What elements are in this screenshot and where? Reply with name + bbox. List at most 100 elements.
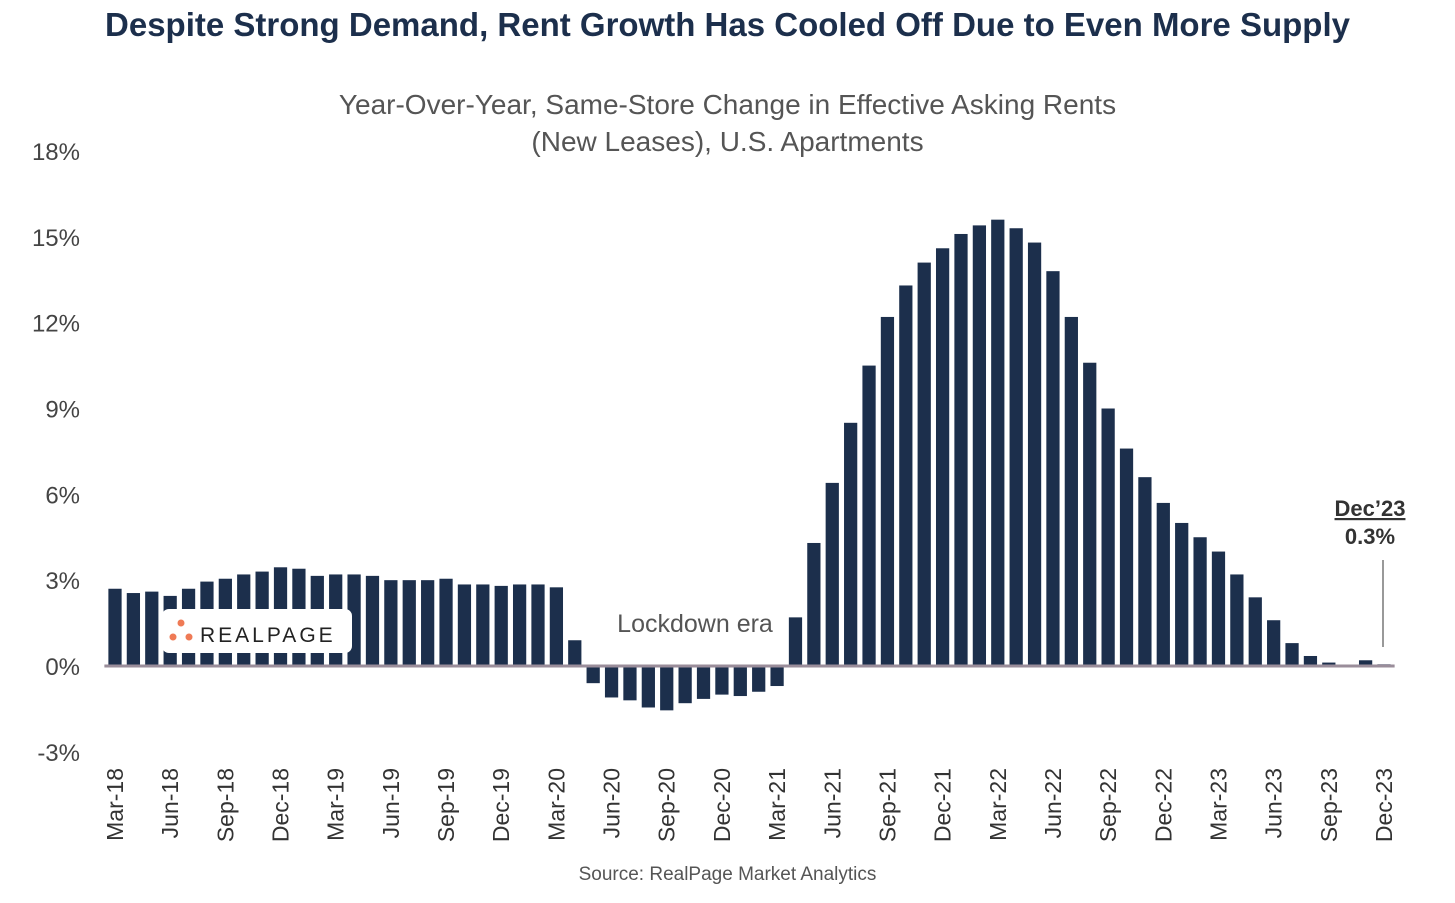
bar-Mar-22 (991, 219, 1005, 666)
bar-Oct-21 (899, 285, 913, 666)
bar-Aug-22 (1083, 362, 1097, 666)
bar-Nov-19 (476, 584, 490, 666)
y-tick-label: 9% (45, 397, 80, 424)
y-tick-label: 6% (45, 482, 80, 509)
bar-Aug-23 (1303, 655, 1318, 666)
bar-Dec-21 (935, 248, 950, 666)
bar-Nov-20 (696, 666, 711, 699)
bar-Jun-19 (384, 580, 398, 666)
callout-value: 0.3% (1345, 524, 1395, 549)
x-tick-label: Mar-23 (1205, 768, 1231, 841)
bar-Jun-21 (825, 482, 839, 666)
bar-Nov-22 (1138, 477, 1152, 666)
x-tick-label: Dec-20 (709, 768, 735, 842)
y-tick-label: 15% (32, 225, 80, 252)
x-tick-label: Sep-22 (1095, 768, 1121, 842)
source-note: Source: RealPage Market Analytics (578, 864, 877, 885)
bar-Jan-21 (733, 666, 747, 697)
bar-Nov-21 (917, 262, 931, 666)
bar-Feb-23 (1193, 537, 1207, 666)
y-tick-label: 3% (45, 568, 80, 595)
x-tick-label: Jun-22 (1040, 768, 1066, 838)
x-tick-label: Mar-19 (323, 768, 349, 841)
x-tick-label: Sep-18 (212, 768, 238, 842)
bar-Mar-21 (770, 666, 784, 687)
y-tick-label: 0% (45, 654, 80, 681)
bar-Jul-19 (402, 580, 416, 666)
bar-Oct-20 (678, 666, 692, 704)
bar-Apr-18 (126, 593, 141, 666)
bar-Apr-20 (568, 640, 582, 666)
x-tick-label: Dec-21 (930, 768, 956, 842)
bar-Sep-20 (660, 666, 674, 711)
bar-Sep-21 (880, 316, 895, 666)
x-tick-label: Mar-18 (102, 768, 128, 841)
realpage-logo: REALPAGE (162, 609, 352, 653)
bar-Jan-22 (954, 233, 968, 666)
bar-Aug-19 (421, 580, 435, 666)
bar-Apr-23 (1230, 574, 1244, 666)
x-tick-label: Sep-19 (433, 768, 459, 842)
y-tick-label: 12% (32, 311, 80, 338)
bars (108, 219, 1391, 711)
y-tick-label: -3% (37, 740, 80, 767)
callout-month: Dec’23 (1335, 496, 1406, 521)
chart-title: Despite Strong Demand, Rent Growth Has C… (105, 6, 1350, 43)
bar-Jul-23 (1285, 643, 1299, 666)
bar-Jul-22 (1064, 316, 1078, 666)
logo-text: REALPAGE (200, 624, 336, 647)
x-tick-label: Sep-23 (1316, 768, 1342, 842)
x-tick-label: Dec-18 (268, 768, 294, 842)
x-tick-label: Dec-23 (1371, 768, 1397, 842)
bar-Apr-22 (1009, 228, 1023, 666)
bar-Jun-20 (604, 666, 619, 698)
bar-Jan-23 (1175, 522, 1189, 666)
bar-Aug-21 (862, 365, 876, 666)
subtitle-line-1: Year-Over-Year, Same-Store Change in Eff… (338, 89, 1117, 120)
x-tick-label: Dec-19 (488, 768, 514, 842)
y-axis: -3% 0% 3% 6% 9% 12% 15% 18% (32, 139, 80, 767)
bar-Mar-18 (108, 588, 122, 666)
x-tick-label: Sep-21 (874, 768, 900, 842)
x-axis: Mar-18 Jun-18 Sep-18 Dec-18 Mar-19 Jun-19 Sep-… (102, 768, 1397, 842)
bar-Dec-22 (1156, 502, 1170, 666)
x-tick-label: Mar-21 (764, 768, 790, 841)
bar-Dec-19 (494, 585, 508, 666)
bar-Aug-20 (641, 666, 655, 708)
dec23-callout: Dec’23 0.3% (1335, 496, 1406, 647)
bar-Jan-20 (512, 584, 527, 666)
bar-Jun-23 (1267, 620, 1281, 666)
bar-May-18 (145, 591, 159, 666)
bar-May-21 (807, 542, 821, 666)
bar-May-23 (1248, 597, 1262, 666)
bar-Oct-19 (457, 584, 472, 666)
bar-Jul-20 (623, 666, 637, 701)
bar-Mar-23 (1211, 551, 1226, 666)
bar-Feb-20 (531, 584, 545, 666)
bar-Apr-21 (788, 617, 803, 666)
bar-Mar-20 (549, 587, 564, 666)
x-tick-label: Dec-22 (1150, 768, 1176, 842)
bar-Oct-22 (1119, 448, 1134, 666)
bar-Sep-19 (439, 578, 453, 666)
bar-Feb-22 (972, 225, 987, 666)
bar-Dec-20 (715, 666, 729, 695)
x-tick-label: Mar-20 (543, 768, 569, 841)
bar-Sep-23 (1322, 662, 1336, 666)
x-tick-label: Jun-19 (378, 768, 404, 838)
chart-subtitle: Year-Over-Year, Same-Store Change in Eff… (0, 86, 1455, 160)
bar-May-19 (365, 575, 380, 666)
bar-May-20 (586, 666, 600, 684)
bar-May-22 (1027, 242, 1042, 667)
x-tick-label: Mar-22 (985, 768, 1011, 841)
x-tick-label: Jun-18 (157, 768, 183, 838)
lockdown-annotation: Lockdown era (617, 610, 773, 638)
bar-Jul-21 (844, 422, 858, 666)
bar-Nov-23 (1358, 660, 1373, 666)
x-tick-label: Jun-23 (1261, 768, 1287, 838)
subtitle-line-2: (New Leases), U.S. Apartments (531, 126, 924, 157)
bar-Jun-22 (1046, 271, 1060, 666)
bar-Sep-22 (1101, 408, 1115, 666)
y-tick-label: 18% (32, 139, 80, 166)
